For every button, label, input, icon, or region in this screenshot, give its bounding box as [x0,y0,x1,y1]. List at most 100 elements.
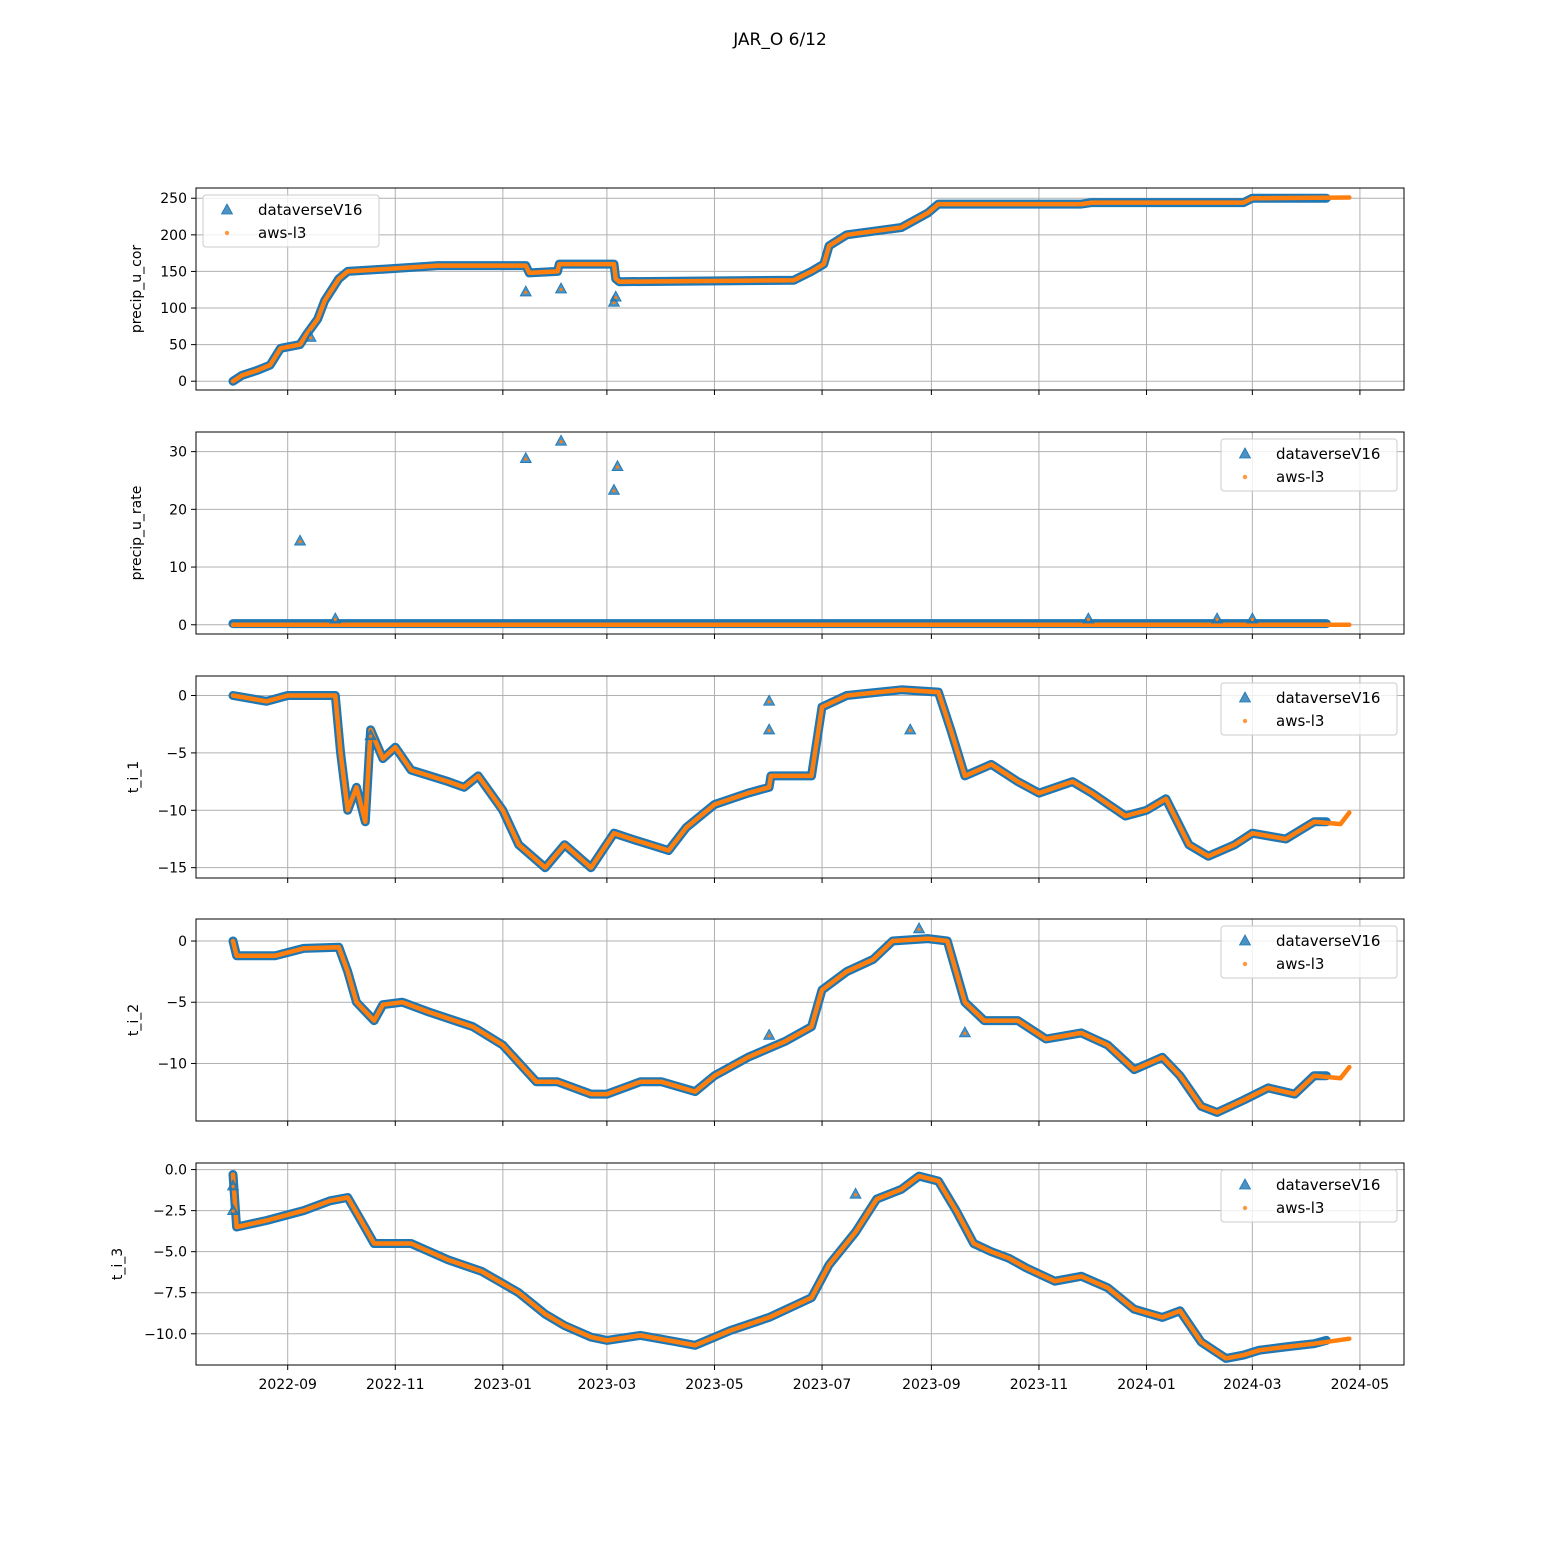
outlier-point-aws [231,1209,235,1213]
x-tick-label: 2023-09 [902,1377,961,1393]
x-tick-label: 2024-03 [1223,1377,1282,1393]
legend-dot-marker [1242,961,1248,967]
legend-dot-marker [1242,474,1248,480]
x-tick-label: 2024-01 [1117,1377,1176,1393]
outlier-point-aws [917,927,921,931]
y-tick-label: −2.5 [153,1204,187,1220]
panel-precip_u_cor: 0 50 100 150 200 250 precip_u_cor dataverseV16 a… [129,187,1405,395]
y-tick-label: −15 [157,861,187,877]
panel-t_i_3: 0.0 −2.5 −5.0 −7.5 −10.0 2022-09 2022-11 2023-0… [110,1162,1405,1393]
legend-label-aws-l3: aws-l3 [1276,1199,1324,1217]
y-tick-label: 0 [178,618,187,634]
legend-label-dataversev16: dataverseV16 [258,201,362,219]
x-tick-label: 2023-01 [474,1377,533,1393]
outlier-point-aws [524,457,528,461]
outlier-point-aws [559,287,563,292]
legend: dataverseV16 aws-l3 [1220,1169,1398,1223]
legend-label-aws-l3: aws-l3 [1276,468,1324,486]
outlier-point-aws [368,734,373,738]
x-tick-label: 2023-07 [793,1377,852,1393]
x-tick-label: 2024-05 [1331,1377,1390,1393]
axes-frame [195,918,1405,1122]
axes-frame [195,1162,1405,1366]
y-axis-label: precip_u_rate [129,486,145,581]
legend-box [202,194,380,248]
outlier-point-aws [767,728,771,733]
series-line-aws-l3 [230,195,1352,384]
legend-triangle-marker [1238,934,1252,946]
x-tick-label: 2022-09 [258,1377,317,1393]
legend-label-dataversev16: dataverseV16 [1276,689,1380,707]
x-tick-label: 2022-11 [366,1377,425,1393]
outlier-point-aws [853,1193,858,1197]
y-tick-label: −5 [166,746,187,762]
y-tick-label: −10 [157,803,187,819]
axes-frame [195,675,1405,879]
outlier-point-aws [963,1031,967,1035]
y-tick-label: −10.0 [144,1327,187,1343]
legend-triangle-marker [220,203,234,215]
outlier-point-aws [1086,617,1090,622]
legend-label-dataversev16: dataverseV16 [1276,445,1380,463]
y-tick-label: −7.5 [153,1286,187,1302]
y-tick-label: 0 [178,689,187,705]
legend-label-dataversev16: dataverseV16 [1276,1176,1380,1194]
chart-title: JAR_O 6/12 [732,30,827,50]
y-tick-label: 150 [160,264,187,280]
panel-precip_u_rate: 0 10 20 30 precip_u_rate dataverseV16 aws-l3 [129,431,1405,639]
outlier-point-aws [524,290,528,295]
legend-dot-marker [1242,718,1248,724]
x-tick-label: 2023-03 [578,1377,637,1393]
outlier-point-aws [614,295,618,300]
legend-label-aws-l3: aws-l3 [1276,955,1324,973]
y-tick-label: −10 [157,1056,187,1072]
legend-triangle-marker [1238,691,1252,703]
outlier-point-aws [298,539,302,544]
legend-box [1220,682,1398,736]
y-tick-label: 100 [160,301,187,317]
outlier-point-aws [612,301,616,305]
legend-dot-marker [224,230,230,236]
legend-box [1220,438,1398,492]
y-tick-label: 20 [169,502,187,518]
panel-t_i_2: 0 −5 −10 t_i_2 dataverseV16 aws-l3 [126,918,1405,1126]
legend-dot-marker [1242,1205,1248,1211]
outlier-point-aws [767,1034,771,1038]
axes-frame [195,431,1405,635]
outlier-point-aws [908,728,912,733]
y-tick-label: −5 [166,995,187,1011]
y-tick-label: 50 [169,338,187,354]
legend-label-aws-l3: aws-l3 [1276,712,1324,730]
y-tick-label: −5.0 [153,1245,187,1261]
y-tick-label: 250 [160,191,187,207]
outlier-point-aws [333,617,337,622]
y-tick-label: 0 [178,934,187,950]
outlier-point-aws [231,1184,235,1189]
axes-frame [195,187,1405,391]
legend-triangle-marker [1238,1178,1252,1190]
outlier-point-aws [559,440,563,444]
outlier-point-aws [615,465,620,469]
y-tick-label: 0.0 [165,1163,187,1179]
outlier-point-aws [309,336,313,340]
y-axis-label: precip_u_cor [129,245,145,334]
x-tick-label: 2023-05 [685,1377,744,1393]
outlier-point-aws [1215,617,1219,622]
legend: dataverseV16 aws-l3 [1220,682,1398,736]
legend: dataverseV16 aws-l3 [1220,925,1398,979]
outlier-point-aws [767,700,771,704]
y-axis-label: t_i_2 [126,1004,142,1036]
x-tick-label: 2023-11 [1010,1377,1069,1393]
series-line-aws-l3 [230,936,1352,1115]
legend-label-aws-l3: aws-l3 [258,224,306,242]
legend-box [1220,1169,1398,1223]
y-tick-label: 0 [178,374,187,390]
y-axis-label: t_i_3 [110,1248,126,1280]
legend-triangle-marker [1238,447,1252,459]
outlier-point-aws [1250,617,1254,622]
legend: dataverseV16 aws-l3 [202,194,380,248]
legend: dataverseV16 aws-l3 [1220,438,1398,492]
legend-label-dataversev16: dataverseV16 [1276,932,1380,950]
panel-t_i_1: 0 −5 −10 −15 t_i_1 dataverseV16 aws-l3 [126,675,1405,883]
